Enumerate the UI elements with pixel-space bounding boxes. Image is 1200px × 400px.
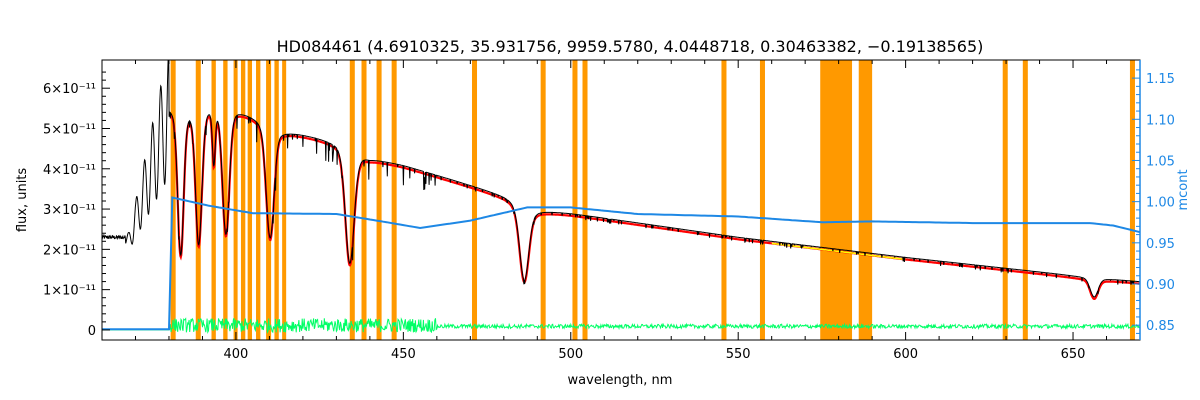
series-model (168, 112, 1140, 300)
x-axis: 400 450 500 550 600 650 (101, 60, 1141, 362)
masked-region-16 (540, 60, 546, 340)
y2-tick-label: 0.95 (1146, 237, 1175, 252)
masked-region-9 (274, 60, 279, 340)
masked-region-4 (233, 60, 238, 340)
y2-axis: 0.85 0.90 0.95 1.00 1.05 1.10 1.15 (1132, 60, 1175, 340)
y2-tick-label: 0.85 (1146, 319, 1175, 334)
x-tick-label: 550 (726, 347, 751, 362)
y2-tick-label: 1.00 (1146, 196, 1175, 211)
x-tick-label: 500 (558, 347, 583, 362)
masked-region-10 (282, 60, 287, 340)
masked-region-23 (1002, 60, 1008, 340)
masked-region-19 (721, 60, 727, 340)
y2-tick-label: 1.15 (1146, 72, 1175, 87)
masked-region-13 (376, 60, 382, 340)
series-residuals (102, 317, 1140, 335)
y2-tick-label: 1.05 (1146, 154, 1175, 169)
masked-regions (170, 60, 1135, 340)
y-tick-label: 6×10⁻¹¹ (43, 82, 96, 97)
y2-axis-label: mcont (1176, 169, 1191, 210)
y-tick-label: 3×10⁻¹¹ (43, 203, 96, 218)
x-tick-label: 600 (893, 347, 918, 362)
masked-region-20 (759, 60, 765, 340)
masked-region-6 (247, 60, 253, 340)
masked-region-22 (858, 60, 873, 340)
y2-tick-label: 0.90 (1146, 278, 1175, 293)
series-layer (102, 60, 1140, 335)
y-axis-label: flux, units (15, 168, 30, 233)
x-tick-label: 400 (224, 347, 249, 362)
masked-region-18 (582, 60, 588, 340)
x-tick-label: 650 (1061, 347, 1086, 362)
series-fit (771, 242, 906, 261)
y2-tick-label: 1.10 (1146, 113, 1175, 128)
masked-region-7 (256, 60, 261, 340)
masked-region-15 (471, 60, 478, 340)
y-tick-label: 1×10⁻¹¹ (43, 284, 96, 299)
series-observed (102, 60, 1140, 298)
masked-region-8 (266, 60, 272, 340)
masked-region-5 (240, 60, 246, 340)
masked-region-21 (820, 60, 853, 340)
masked-region-17 (572, 60, 578, 340)
masked-region-2 (211, 60, 216, 340)
y-tick-label: 5×10⁻¹¹ (43, 122, 96, 137)
masked-region-11 (349, 60, 355, 340)
y-tick-label: 0 (88, 324, 96, 339)
masked-region-24 (1022, 60, 1028, 340)
y-tick-label: 2×10⁻¹¹ (43, 243, 96, 258)
y-tick-label: 4×10⁻¹¹ (43, 163, 96, 178)
masked-region-1 (195, 60, 201, 340)
masked-region-14 (391, 60, 397, 340)
series-mcont (102, 196, 1140, 331)
masked-region-25 (1129, 60, 1135, 340)
chart-title: HD084461 (4.6910325, 35.931756, 9959.578… (277, 37, 984, 56)
x-tick-label: 450 (391, 347, 416, 362)
x-axis-label: wavelength, nm (568, 373, 673, 388)
y-axis: 0 1×10⁻¹¹ 2×10⁻¹¹ 3×10⁻¹¹ 4×10⁻¹¹ 5×10⁻¹¹ 6×10… (43, 71, 110, 339)
masked-region-3 (223, 60, 228, 340)
masked-region-12 (361, 60, 367, 340)
